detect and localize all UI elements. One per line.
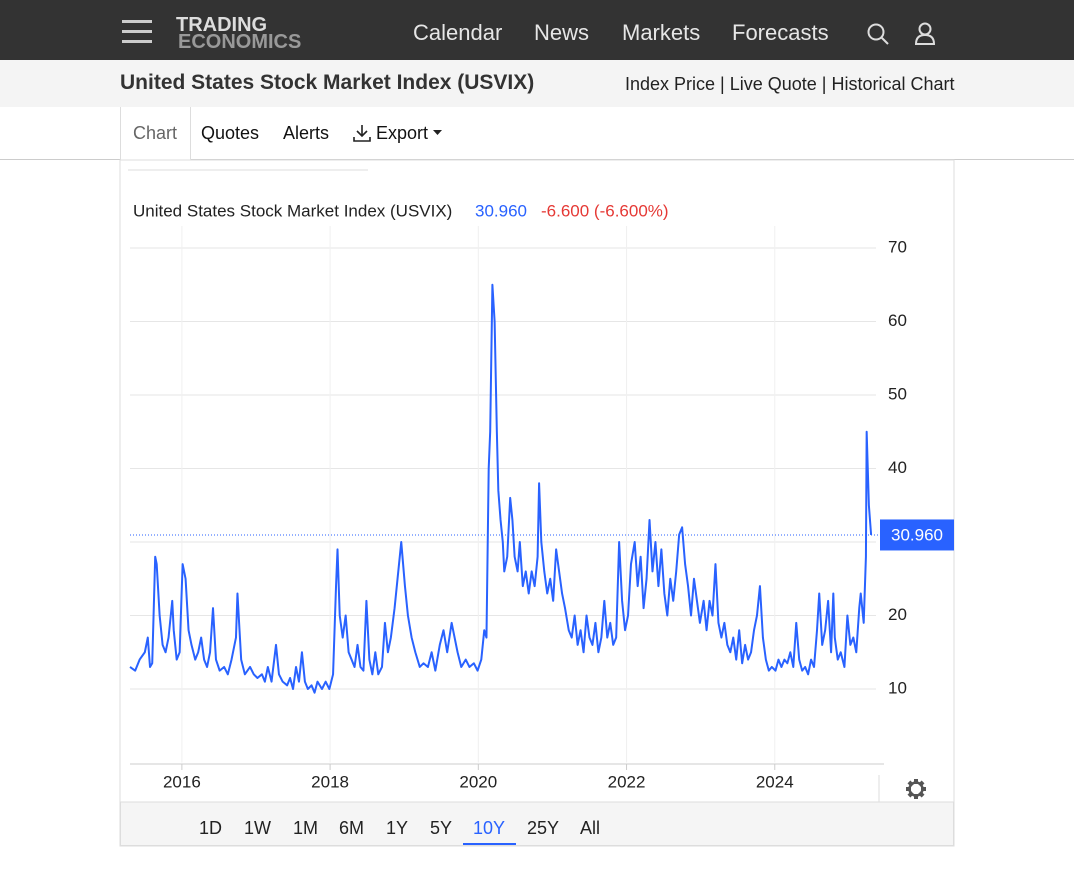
y-tick-label: 50 [888,385,907,404]
menu-item[interactable]: Forecasts [732,20,829,45]
range-button[interactable]: All [580,818,601,838]
tab[interactable]: Quotes [201,123,260,143]
menu-item[interactable]: Markets [622,20,701,45]
link[interactable]: Index Price [625,74,716,94]
tab[interactable]: Export [376,123,429,143]
gear-tooth [918,791,925,798]
menu-item[interactable]: News [534,20,590,45]
logo-top[interactable]: TRADING [176,14,268,36]
gear-tooth [907,780,914,787]
range-button[interactable]: 5Y [430,818,453,838]
tab[interactable]: Chart [133,123,178,143]
last-price-badge [880,519,954,551]
page-title: United States Stock Market Index (USVIX) [120,71,535,94]
range-button[interactable]: 25Y [527,818,560,838]
last-price: 30.960 [475,201,527,220]
download-icon [353,125,371,142]
x-tick-label: 2016 [163,772,201,791]
gear-tooth [918,780,925,787]
subheader [0,60,1074,108]
search-icon[interactable] [864,20,892,48]
x-tick-label: 2022 [608,772,646,791]
link[interactable]: Historical Chart [831,74,955,94]
tab[interactable]: Alerts [283,123,330,143]
range-button[interactable]: 1W [244,818,271,838]
gear-tooth [906,787,911,791]
chart-panel [119,159,955,847]
range-button[interactable]: 6M [339,818,365,838]
x-tick-label: 2024 [756,772,794,791]
y-tick-label: 10 [888,678,907,697]
logo-bottom[interactable]: ECONOMICS [178,31,302,53]
series-line [129,283,873,694]
user-icon[interactable] [912,20,940,48]
y-tick-label: 60 [888,311,907,330]
link[interactable]: Live Quote [729,74,817,94]
legend-name: United States Stock Market Index (USVIX) [133,201,452,220]
y-tick-label: 30 [888,532,907,551]
x-tick-label: 2018 [311,772,349,791]
gear-tooth [921,787,926,791]
menu-item[interactable]: Calendar [413,20,503,45]
gear-tooth [914,794,918,799]
settings-icon[interactable] [906,779,926,799]
top-nav [0,0,1074,60]
y-tick-label: 20 [888,605,907,624]
price-change: -6.600 (-6.600%) [541,201,669,220]
menu-button[interactable] [118,16,158,48]
gear-tooth [907,791,914,798]
range-button[interactable]: 1Y [386,818,409,838]
gear-tooth [914,779,918,784]
range-button[interactable]: 10Y [473,818,506,838]
y-tick-label: 40 [888,458,907,477]
y-tick-label: 70 [888,238,907,257]
header-links: Index Price | Live Quote | Historical Ch… [625,74,955,94]
gear-body [908,781,924,797]
last-price-label: 30.960 [891,525,943,544]
active-range-underline [463,843,516,845]
x-tick-label: 2020 [459,772,497,791]
caret [433,130,442,135]
range-button[interactable]: 1M [293,818,319,838]
active-tab-box [120,107,191,160]
range-button[interactable]: 1D [199,818,223,838]
